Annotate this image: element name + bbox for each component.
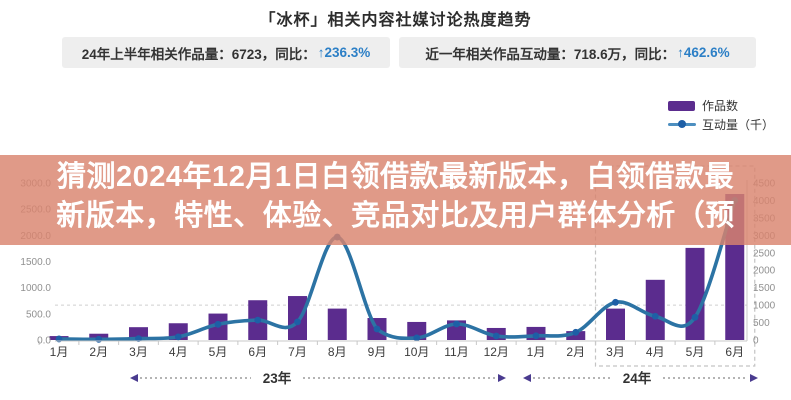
bar: [327, 308, 347, 340]
month-label: 7月: [288, 345, 307, 359]
month-label: 6月: [248, 345, 267, 359]
line-point: [95, 335, 103, 343]
overlay-text-line2: 新版本，特性、体验、竞品对比及用户群体分析（预: [56, 200, 735, 232]
year-label: 23年: [263, 370, 292, 386]
bar: [645, 279, 665, 340]
legend-item-works: 作品数: [668, 96, 774, 115]
right-axis-tick: 2500: [753, 248, 776, 259]
left-axis-tick: 500.0: [26, 309, 51, 320]
line-point: [453, 320, 460, 328]
promo-overlay-banner: 猜测2024年12月1日白领借款最新版本，白领借款最 新版本，特性、体验、竞品对…: [0, 155, 791, 245]
left-axis-tick: 1000.0: [20, 283, 51, 294]
line-point: [294, 318, 301, 326]
stat-works-delta: ↑236.3%: [317, 45, 371, 60]
line-point: [492, 332, 500, 340]
line-point: [572, 328, 580, 336]
month-label: 5月: [209, 345, 228, 359]
month-label: 3月: [129, 345, 148, 359]
right-axis-tick: 0: [753, 336, 759, 347]
year-label: 24年: [623, 370, 652, 386]
chart-legend: 作品数 互动量（千）: [668, 96, 774, 134]
month-label: 12月: [484, 345, 509, 359]
right-arrowhead-icon: [498, 374, 506, 382]
right-axis-tick: 2000: [753, 266, 776, 277]
left-arrowhead-icon: [523, 374, 531, 382]
line-point: [532, 332, 540, 340]
month-label: 6月: [725, 345, 744, 359]
stat-interactions-delta: ↑462.6%: [677, 45, 730, 60]
line-point: [413, 334, 421, 342]
right-axis-tick: 500: [753, 318, 770, 329]
left-arrowhead-icon: [130, 374, 138, 382]
chart-title: 「冰杯」相关内容社媒讨论热度趋势: [259, 12, 532, 29]
line-point: [214, 320, 222, 328]
right-arrowhead-icon: [750, 374, 758, 382]
month-label: 10月: [404, 345, 429, 359]
month-label: 9月: [368, 345, 387, 359]
overlay-text-line1: 猜测2024年12月1日白领借款最新版本，白领借款最: [57, 161, 734, 193]
bar-series-swatch-icon: [668, 100, 695, 111]
line-point: [135, 335, 142, 343]
month-label: 2月: [566, 345, 585, 359]
month-label: 11月: [444, 345, 468, 359]
stat-box-interactions: 近一年相关作品互动量：718.6万，同比： ↑462.6%: [399, 37, 756, 68]
month-label: 1月: [527, 345, 546, 359]
line-point: [691, 313, 699, 321]
legend-works-label: 作品数: [702, 99, 739, 113]
stat-works-label: 24年上半年相关作品量：6723，同比：: [81, 46, 316, 62]
month-label: 2月: [89, 345, 108, 359]
month-label: 4月: [646, 345, 665, 359]
month-label: 4月: [169, 345, 188, 359]
month-label: 1月: [50, 345, 69, 359]
line-point: [254, 316, 262, 324]
left-axis-tick: 0.0: [37, 336, 51, 347]
line-point: [174, 333, 182, 341]
stat-box-works: 24年上半年相关作品量：6723，同比： ↑236.3%: [62, 37, 390, 68]
left-axis-tick: 1500.0: [20, 257, 51, 268]
bar: [288, 296, 307, 340]
bar: [685, 247, 705, 340]
line-point: [651, 312, 659, 320]
stat-interactions-label: 近一年相关作品互动量：718.6万，同比：: [425, 46, 676, 62]
line-point: [373, 325, 381, 333]
legend-item-interactions: 互动量（千）: [668, 115, 774, 134]
month-label: 3月: [606, 345, 625, 359]
month-label: 8月: [328, 345, 347, 359]
legend-interactions-label: 互动量（千）: [702, 118, 775, 132]
right-axis-tick: 1500: [753, 283, 776, 294]
month-label: 5月: [686, 345, 705, 359]
line-point: [612, 298, 619, 306]
line-series-swatch-icon: [668, 120, 696, 129]
right-axis-tick: 1000: [753, 301, 776, 312]
bar: [606, 308, 625, 340]
